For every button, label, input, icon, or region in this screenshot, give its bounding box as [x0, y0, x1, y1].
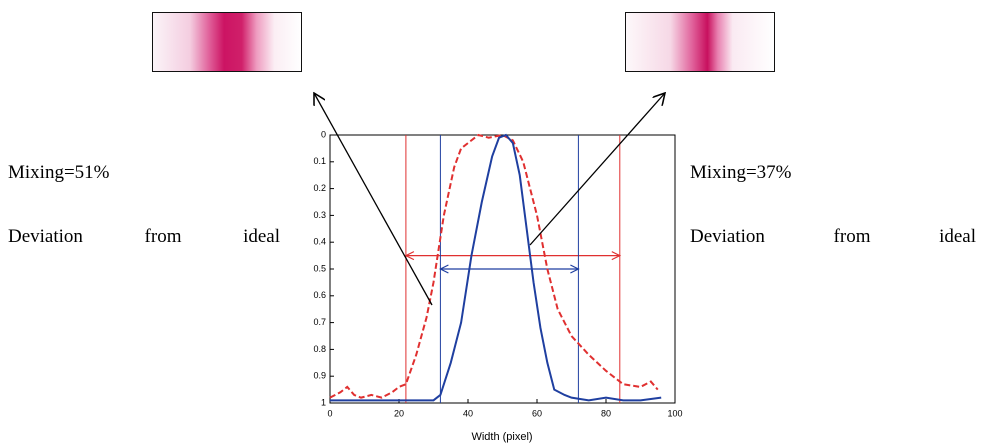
ref-arrowhead [404, 251, 622, 261]
y-tick-label: 0.3 [313, 210, 326, 220]
y-tick-label: 0.5 [313, 263, 326, 273]
y-tick-label: 0.4 [313, 237, 326, 247]
x-tick-label: 20 [394, 408, 404, 418]
y-tick-label: 0.1 [313, 156, 326, 166]
right-image [625, 12, 775, 72]
annotation: Deviation from ideal [8, 226, 280, 247]
x-tick-label: 40 [463, 408, 473, 418]
annotation: Mixing=37% [690, 162, 792, 183]
y-tick-label: 0.9 [313, 371, 326, 381]
x-tick-label: 100 [667, 408, 682, 418]
data-line [329, 133, 659, 399]
x-axis-label: Width (pixel) [471, 431, 532, 443]
pointer-arrow [314, 93, 433, 306]
y-tick-label: 1 [321, 397, 326, 407]
x-tick-label: 60 [532, 408, 542, 418]
y-tick-label: 0.8 [313, 344, 326, 354]
y-tick-label: 0.6 [313, 290, 326, 300]
data-line [330, 133, 662, 402]
annotation: Mixing=51% [8, 162, 110, 183]
y-tick-label: 0.2 [313, 183, 326, 193]
annotation: Deviation from ideal [690, 226, 976, 247]
y-tick-label: 0.7 [313, 317, 326, 327]
y-tick-label: 0 [321, 129, 326, 139]
x-tick-label: 0 [327, 408, 332, 418]
left-image [152, 12, 302, 72]
ref-arrowhead [439, 264, 580, 274]
x-tick-label: 80 [601, 408, 611, 418]
pointer-arrow [529, 93, 665, 246]
